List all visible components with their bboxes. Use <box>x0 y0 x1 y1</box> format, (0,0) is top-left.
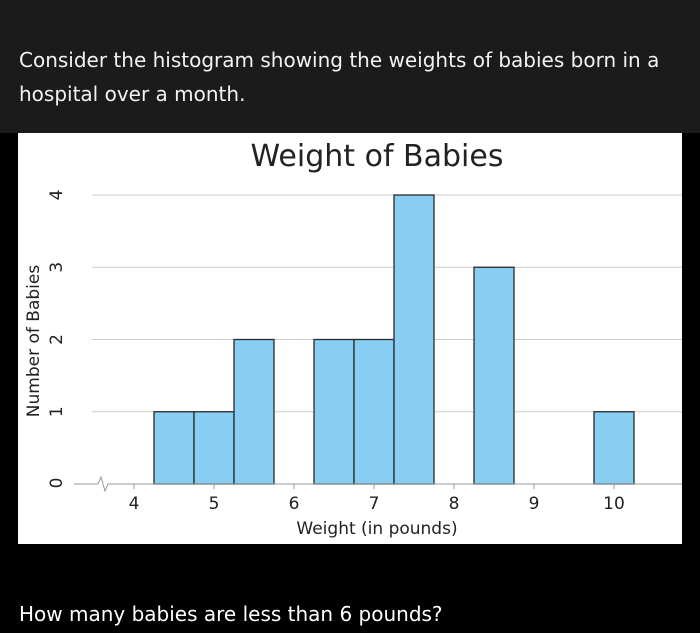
histogram-bar-9 <box>473 266 515 485</box>
y-tick-label-2: 2 <box>47 334 67 345</box>
histogram-bar-1 <box>153 411 195 485</box>
axis-break-icon <box>97 475 109 493</box>
histogram-bar-2 <box>193 411 235 485</box>
top-strip <box>0 0 700 20</box>
histogram-bar-7 <box>393 194 435 485</box>
bars <box>153 194 635 485</box>
histogram-svg: 0 1 2 3 4 4 5 6 7 8 9 10 Weight of Babies Weight (i… <box>24 139 682 539</box>
x-tick-label-10: 10 <box>603 494 625 514</box>
histogram-bar-6 <box>353 338 395 485</box>
followup-question: How many babies are less than 6 pounds? <box>19 602 443 626</box>
y-tick-label-4: 4 <box>47 190 67 201</box>
axes: 0 1 2 3 4 4 5 6 7 8 9 10 <box>47 190 682 514</box>
chart-title: Weight of Babies <box>251 139 504 174</box>
x-tick-label-4: 4 <box>129 494 140 514</box>
x-tick-label-9: 9 <box>529 494 540 514</box>
y-tick-label-0: 0 <box>47 478 67 489</box>
question-prompt: Consider the histogram showing the weigh… <box>19 48 660 106</box>
histogram-bar-12 <box>593 411 635 485</box>
y-tick-label-1: 1 <box>47 406 67 417</box>
y-tick-label-3: 3 <box>47 262 67 273</box>
question-panel: Consider the histogram showing the weigh… <box>0 20 700 133</box>
x-axis-label: Weight (in pounds) <box>296 519 457 539</box>
histogram-bar-3 <box>233 338 275 485</box>
x-tick-label-7: 7 <box>369 494 380 514</box>
x-tick-label-8: 8 <box>449 494 460 514</box>
followup-area: How many babies are less than 6 pounds? <box>0 544 700 633</box>
histogram-bar-5 <box>313 338 355 485</box>
y-axis-label: Number of Babies <box>24 265 44 418</box>
x-tick-label-6: 6 <box>289 494 300 514</box>
x-tick-label-5: 5 <box>209 494 220 514</box>
histogram-chart: 0 1 2 3 4 4 5 6 7 8 9 10 Weight of Babies Weight (i… <box>18 133 682 544</box>
